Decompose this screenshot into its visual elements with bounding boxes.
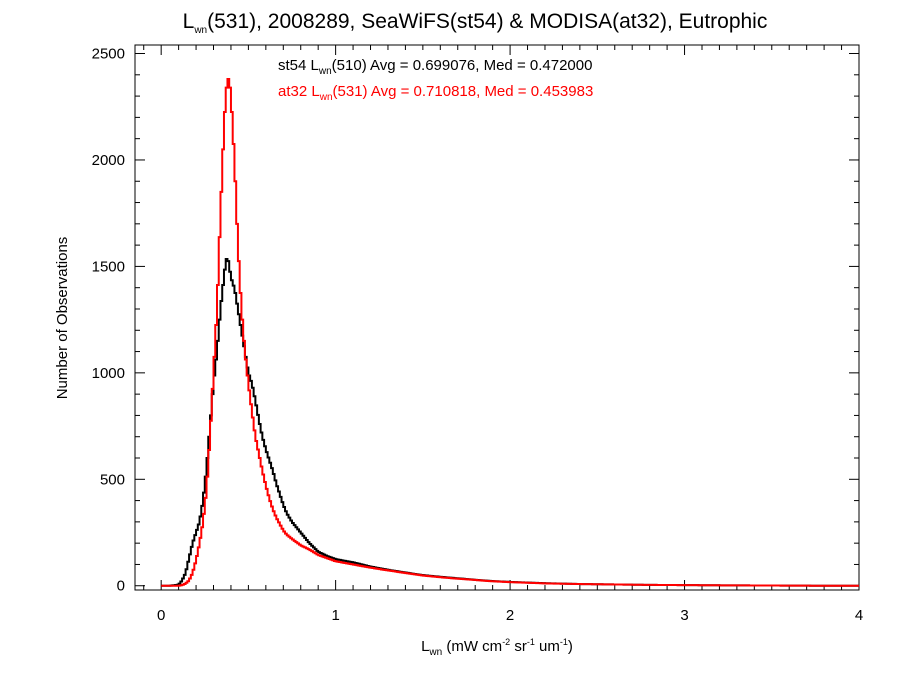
y-tick-label: 0 — [117, 578, 125, 595]
x-tick-label: 4 — [855, 607, 863, 624]
chart-title: Lwn(531), 2008289, SeaWiFS(st54) & MODIS… — [183, 10, 768, 36]
y-axis-label: Number of Observations — [54, 237, 71, 400]
series-line-at32 — [161, 78, 859, 587]
x-tick-label: 1 — [331, 607, 339, 624]
x-tick-label: 2 — [506, 607, 514, 624]
y-tick-label: 2500 — [92, 46, 125, 63]
y-tick-label: 500 — [100, 471, 125, 488]
y-tick-label: 2000 — [92, 152, 125, 169]
y-axis-ticks: 0 500 1000 1500 2000 2500 — [92, 46, 859, 595]
series-layer — [161, 78, 859, 587]
x-axis-label: Lwn (mW cm-2 sr-1 um-1) — [421, 637, 573, 658]
y-tick-label: 1500 — [92, 258, 125, 275]
x-tick-label: 3 — [680, 607, 688, 624]
x-axis-ticks: 0 1 2 3 4 — [143, 45, 863, 624]
legend-entry-at32: at32 Lwn(531) Avg = 0.710818, Med = 0.45… — [278, 83, 593, 103]
series-line-st54 — [161, 257, 859, 587]
plot-frame — [134, 44, 860, 591]
x-tick-label: 0 — [157, 607, 165, 624]
y-tick-label: 1000 — [92, 365, 125, 382]
legend-entry-st54: st54 Lwn(510) Avg = 0.699076, Med = 0.47… — [278, 57, 592, 77]
